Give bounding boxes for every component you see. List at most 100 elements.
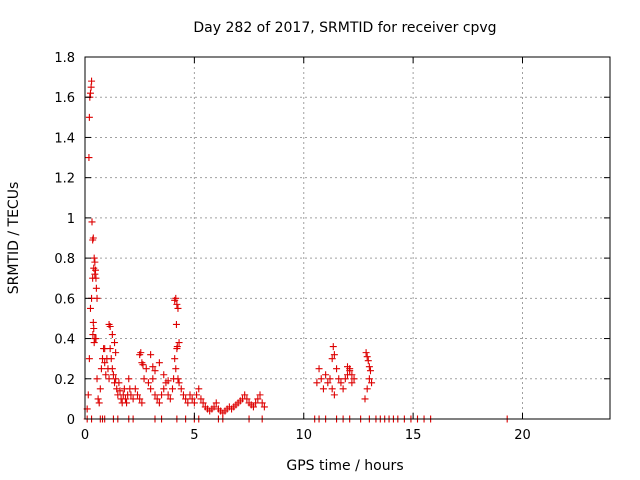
y-tick-label: 1 [67, 212, 75, 227]
data-point [195, 385, 203, 393]
data-point [313, 379, 321, 387]
data-point [335, 375, 343, 383]
y-tick-label: 0.6 [54, 292, 75, 307]
data-point [127, 391, 135, 399]
data-point [121, 395, 129, 403]
data-point [147, 351, 155, 359]
data-point [116, 387, 124, 395]
data-point [151, 391, 159, 399]
data-point [365, 363, 373, 371]
data-point [160, 385, 168, 393]
data-point [95, 399, 103, 407]
data-point [90, 339, 98, 347]
data-point [193, 391, 201, 399]
data-point [328, 355, 336, 363]
grid [85, 57, 610, 419]
data-point [160, 371, 168, 379]
data-point [169, 385, 176, 393]
data-point [139, 361, 147, 369]
data-point [136, 395, 144, 403]
y-tick-label: 0.8 [54, 252, 75, 267]
data-point [364, 357, 372, 365]
data-point [93, 294, 101, 302]
y-tick-label: 0.2 [54, 373, 75, 388]
x-tick-label: 5 [190, 428, 198, 443]
data-point [254, 395, 262, 403]
data-point [105, 375, 113, 383]
data-point [91, 258, 99, 266]
data-point [129, 395, 137, 403]
data-point [324, 379, 332, 387]
data-point [88, 77, 96, 85]
data-point [85, 113, 93, 121]
data-point [138, 399, 146, 407]
data-point [210, 403, 218, 411]
data-point [86, 304, 94, 312]
x-tick-label: 20 [514, 428, 531, 443]
data-point [330, 351, 338, 359]
data-point [92, 284, 100, 292]
data-point [173, 343, 181, 351]
data-point [182, 395, 190, 403]
data-point [173, 300, 181, 308]
x-tick-label: 10 [295, 428, 312, 443]
data-point [115, 379, 123, 387]
data-point [363, 385, 371, 393]
data-point [368, 379, 376, 387]
data-point [106, 322, 114, 330]
data-point [87, 83, 95, 91]
x-axis-label: GPS time / hours [286, 458, 403, 474]
data-point [319, 385, 327, 393]
data-point [363, 353, 371, 361]
data-point [175, 379, 183, 387]
data-point [315, 365, 323, 373]
data-point [125, 375, 133, 383]
data-point [326, 375, 334, 383]
y-tick-label: 1.8 [54, 51, 75, 66]
data-series [83, 77, 511, 423]
data-point [344, 363, 351, 371]
data-point [108, 365, 116, 373]
data-point [184, 399, 192, 407]
data-point [174, 375, 182, 383]
data-point [317, 375, 325, 383]
data-point [350, 375, 358, 383]
data-point [188, 395, 196, 403]
data-point [199, 399, 207, 407]
data-point [164, 391, 172, 399]
data-point [142, 365, 150, 373]
data-point [175, 339, 183, 347]
plot-frame [84, 56, 611, 420]
data-point [172, 320, 180, 328]
data-point [137, 349, 145, 357]
data-point [112, 375, 120, 383]
y-axis-label: SRMTID / TECUs [6, 182, 22, 295]
data-point [89, 318, 97, 326]
data-point [174, 304, 182, 312]
data-point [241, 391, 249, 399]
data-point [109, 371, 117, 379]
x-tick-label: 0 [81, 428, 89, 443]
data-point [322, 371, 330, 379]
data-point [158, 391, 166, 399]
data-point [97, 365, 105, 373]
data-point [260, 403, 268, 411]
data-point [96, 385, 104, 393]
data-point [149, 375, 157, 383]
y-tick-label: 1.6 [54, 91, 75, 106]
data-point [333, 365, 341, 373]
data-point [249, 403, 257, 411]
y-tick-label: 0.4 [54, 333, 75, 348]
data-point [329, 343, 337, 351]
chart-title: Day 282 of 2017, SRMTID for receiver cpv… [193, 20, 496, 36]
data-point [348, 371, 356, 379]
y-tick-label: 0 [67, 413, 75, 428]
y-tick-label: 1.2 [54, 172, 75, 187]
data-point [93, 375, 101, 383]
data-point [339, 385, 347, 393]
data-point [172, 294, 180, 302]
data-point [140, 375, 148, 383]
data-point [153, 395, 161, 403]
data-point [190, 399, 198, 407]
data-point [88, 218, 96, 226]
